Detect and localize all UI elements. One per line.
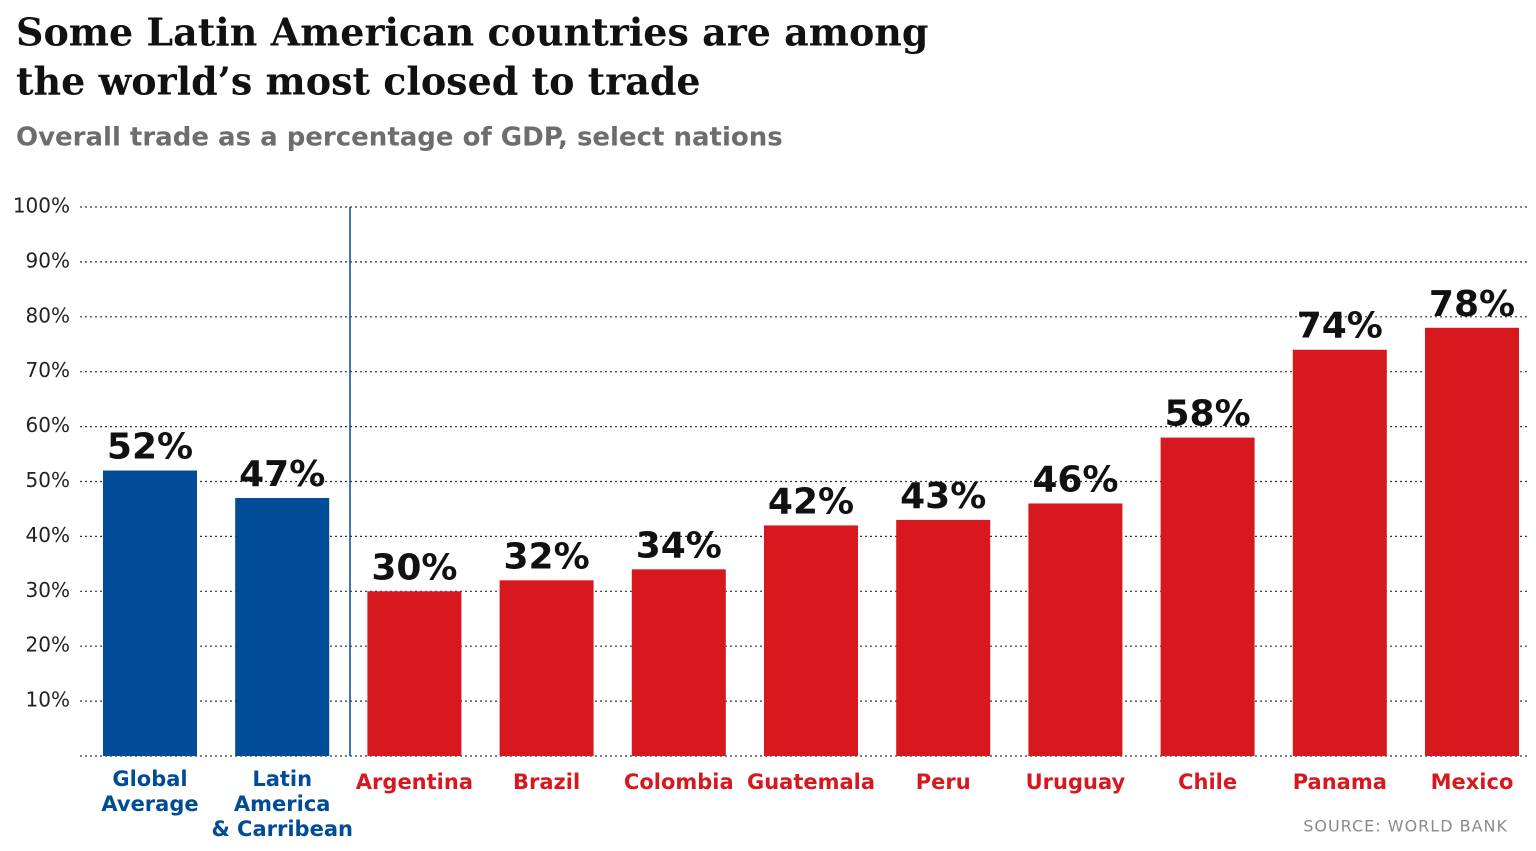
bar xyxy=(764,525,858,756)
x-tick-label: Mexico xyxy=(1431,770,1514,794)
source: SOURCE: WORLD BANK xyxy=(1303,817,1508,836)
value-label: 78% xyxy=(1429,284,1515,325)
value-label: 42% xyxy=(768,481,854,522)
x-tick-label: Latin xyxy=(252,767,312,791)
x-tick-label: Average xyxy=(101,792,198,816)
y-tick-label: 40% xyxy=(26,523,70,547)
y-tick-label: 70% xyxy=(26,358,70,382)
bar xyxy=(896,519,991,756)
x-tick-label: Global xyxy=(112,767,187,791)
bar xyxy=(235,497,330,756)
x-tick-label: Colombia xyxy=(624,770,734,794)
y-tick-label: 90% xyxy=(26,248,70,272)
value-label: 47% xyxy=(239,454,325,495)
value-label: 32% xyxy=(504,536,590,577)
value-label: 30% xyxy=(371,547,457,588)
x-tick-label: Panama xyxy=(1293,770,1387,794)
value-label: 52% xyxy=(107,427,193,468)
value-label: 58% xyxy=(1165,394,1251,435)
bar xyxy=(1292,349,1387,756)
y-tick-label: 20% xyxy=(26,633,70,657)
y-tick-label: 50% xyxy=(26,468,70,492)
bar xyxy=(1425,327,1519,756)
x-tick-label: Peru xyxy=(916,770,971,794)
chart-title: the world’s most closed to trade xyxy=(16,59,701,104)
x-tick-label: Uruguay xyxy=(1026,770,1126,794)
x-tick-label: America xyxy=(234,792,331,816)
value-label: 46% xyxy=(1032,459,1118,500)
bar xyxy=(1028,503,1123,756)
bar xyxy=(499,580,594,756)
x-tick-label: Chile xyxy=(1178,770,1237,794)
y-tick-label: 10% xyxy=(26,688,70,712)
value-label: 74% xyxy=(1297,306,1383,347)
bar xyxy=(1160,437,1255,756)
value-label: 43% xyxy=(900,476,986,517)
x-tick-label: Argentina xyxy=(356,770,473,794)
value-label: 34% xyxy=(636,525,722,566)
y-tick-label: 30% xyxy=(26,578,70,602)
y-tick-label: 60% xyxy=(26,413,70,437)
x-tick-label: Brazil xyxy=(513,770,580,794)
y-tick-label: 80% xyxy=(26,303,70,327)
x-tick-label: Guatemala xyxy=(747,770,875,794)
chart-title: Some Latin American countries are among xyxy=(16,10,929,55)
bar xyxy=(367,591,462,756)
bar xyxy=(103,470,197,756)
bar xyxy=(631,569,726,756)
x-tick-label: & Carribean xyxy=(211,817,353,841)
y-tick-label: 100% xyxy=(13,194,70,218)
chart-subtitle: Overall trade as a percentage of GDP, se… xyxy=(16,123,783,153)
